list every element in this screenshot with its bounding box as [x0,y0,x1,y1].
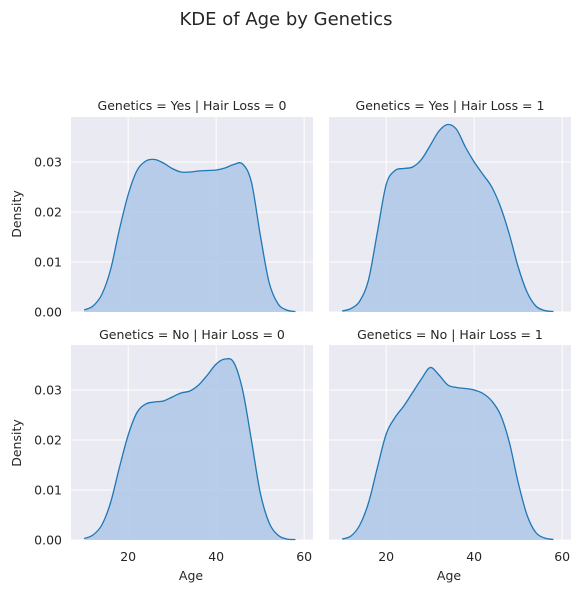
panel-title: Genetics = Yes | Hair Loss = 1 [356,98,545,113]
panel-genetics-no-hairloss-1: Genetics = No | Hair Loss = 1 20 40 60 [329,327,571,564]
panel-title: Genetics = No | Hair Loss = 0 [99,327,285,342]
x-tick-label: 40 [208,549,224,564]
kde-line [83,158,296,313]
y-tick-label: 0.00 [34,305,62,320]
kde-line [341,366,554,541]
panel-genetics-yes-hairloss-0: Genetics = Yes | Hair Loss = 0 0.00 0.01 0… [34,98,313,320]
panel-title: Genetics = Yes | Hair Loss = 0 [98,98,287,113]
y-tick-label: 0.02 [34,433,62,448]
y-tick-label: 0.03 [34,383,62,398]
y-tick-label: 0.03 [34,155,62,170]
panel-genetics-yes-hairloss-1: Genetics = Yes | Hair Loss = 1 [329,98,571,313]
x-tick-label: 60 [296,549,312,564]
y-tick-label: 0.01 [34,483,62,498]
kde-line [83,357,296,541]
y-axis-label-top: Density [9,190,24,238]
kde-area [84,358,296,540]
x-tick-label: 60 [554,549,570,564]
x-axis-label-right: Age [437,568,461,583]
kde-area [342,367,554,540]
x-tick-label: 20 [120,549,136,564]
y-tick-label: 0.01 [34,255,62,270]
panel-title: Genetics = No | Hair Loss = 1 [357,327,543,342]
kde-line [342,123,554,313]
y-axis-label-bottom: Density [9,419,24,467]
panel-genetics-no-hairloss-0: Genetics = No | Hair Loss = 0 0.00 0.01 0.… [34,327,313,564]
kde-area [84,159,296,312]
y-tick-label: 0.00 [34,533,62,548]
x-axis-label-left: Age [179,568,203,583]
figure-title: KDE of Age by Genetics [179,9,392,30]
y-tick-label: 0.02 [34,205,62,220]
x-tick-label: 40 [466,549,482,564]
x-tick-label: 20 [378,549,394,564]
